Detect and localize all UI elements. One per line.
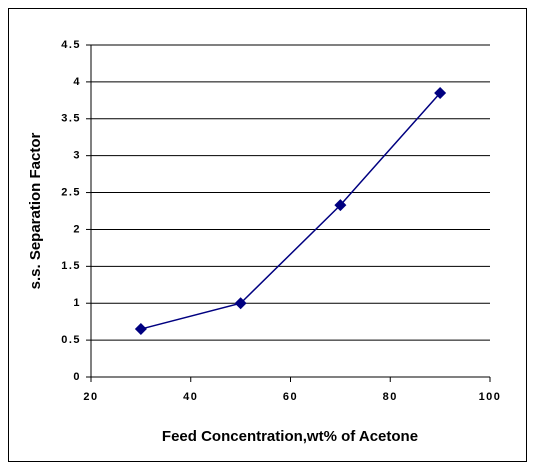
- x-tick-label: 60: [283, 391, 298, 403]
- y-tick-label: 4: [73, 76, 81, 88]
- marker: [434, 86, 447, 99]
- y-tick-label: 0.5: [61, 334, 81, 346]
- marker: [134, 323, 147, 336]
- y-tick-label: 4.5: [61, 39, 81, 51]
- y-tick-label: 3: [73, 150, 81, 162]
- y-tick-label: 1.5: [61, 260, 81, 272]
- marker: [234, 297, 247, 310]
- series-line: [140, 92, 441, 330]
- x-tick-label: 20: [83, 391, 98, 403]
- marker: [334, 199, 347, 212]
- y-axis-title: s.s. Separation Factor: [27, 132, 44, 289]
- y-tick-label: 2.5: [61, 186, 81, 198]
- y-tick-label: 3.5: [61, 113, 81, 125]
- x-tick-label: 100: [479, 391, 502, 403]
- x-tick-label: 80: [383, 391, 398, 403]
- x-tick-label: 40: [183, 391, 198, 403]
- chart-border: [8, 8, 527, 462]
- x-axis-title: Feed Concentration,wt% of Acetone: [162, 428, 418, 445]
- y-tick-label: 1: [73, 297, 81, 309]
- y-tick-label: 2: [73, 223, 81, 235]
- y-tick-label: 0: [73, 371, 81, 383]
